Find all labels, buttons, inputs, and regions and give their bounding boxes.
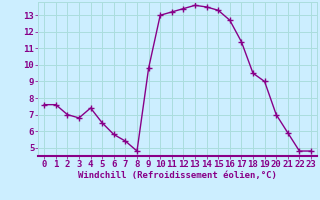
X-axis label: Windchill (Refroidissement éolien,°C): Windchill (Refroidissement éolien,°C) <box>78 171 277 180</box>
